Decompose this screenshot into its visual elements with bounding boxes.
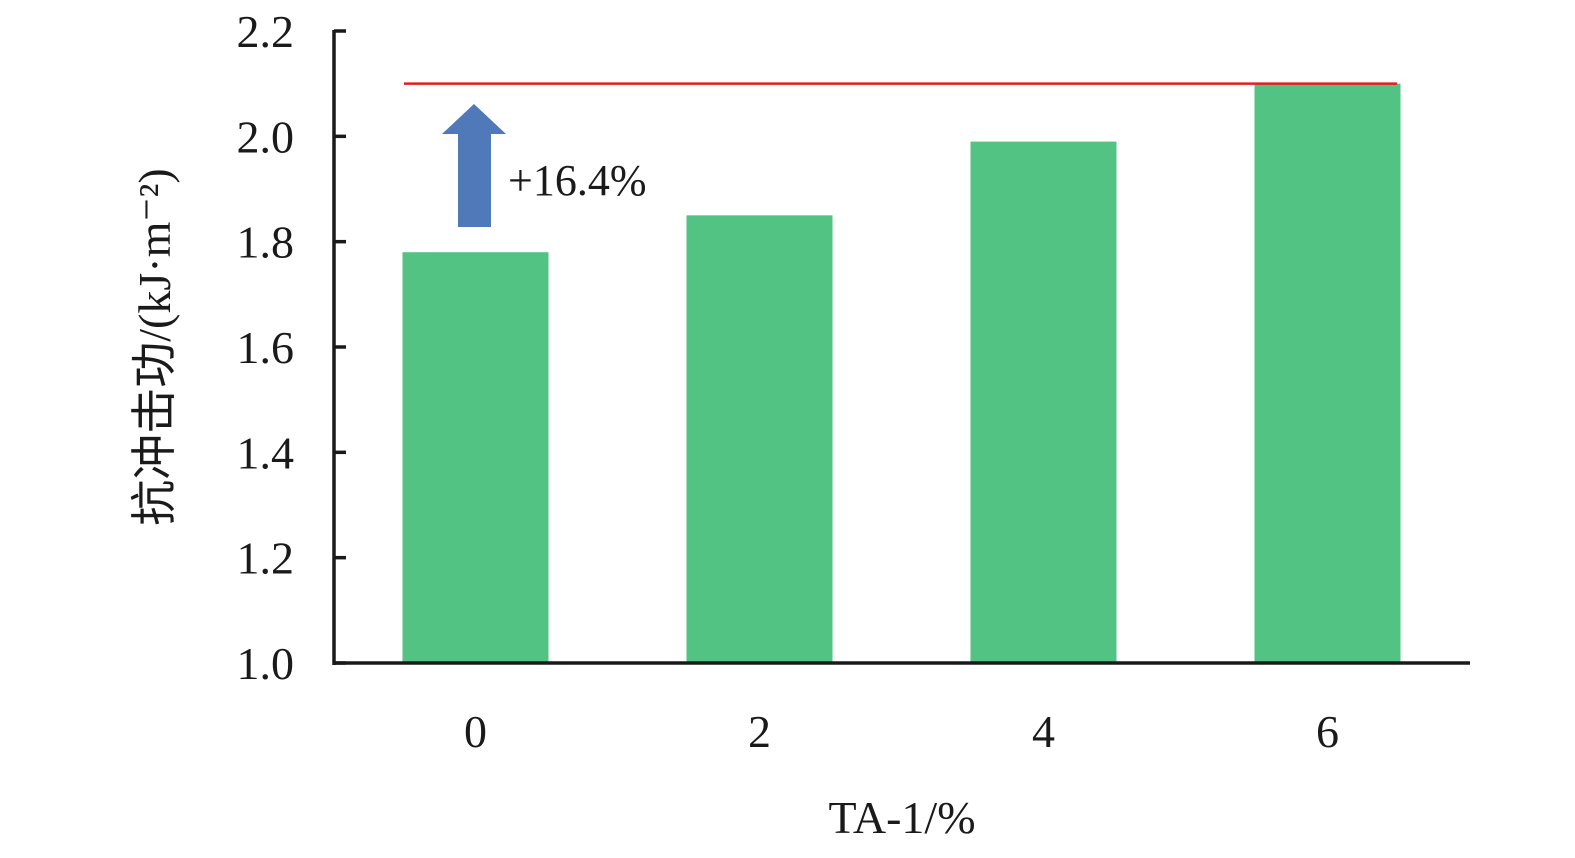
y-tick-label: 2.0 [237, 111, 295, 162]
x-axis-ticks: 0 2 4 6 [464, 651, 1339, 757]
bar [970, 141, 1117, 664]
x-axis-title: TA-1/% [828, 792, 975, 843]
y-tick-label: 1.6 [237, 322, 295, 373]
increase-annotation: +16.4% [508, 156, 646, 205]
x-tick-label: 6 [1316, 706, 1339, 757]
y-tick-label: 1.4 [237, 427, 295, 478]
bar [402, 252, 549, 663]
y-tick-label: 1.0 [237, 638, 295, 689]
y-axis-title: 抗冲击功/(kJ·m⁻²) [129, 168, 180, 526]
x-tick-label: 2 [748, 706, 771, 757]
bars [402, 83, 1401, 664]
bar [686, 215, 833, 664]
y-tick-label: 1.8 [237, 217, 295, 268]
bar [1254, 83, 1401, 663]
up-arrow-icon [442, 104, 506, 227]
x-tick-label: 4 [1032, 706, 1055, 757]
y-axis-ticks: 1.0 1.2 1.4 1.6 1.8 2.0 2.2 [237, 6, 346, 689]
y-tick-label: 1.2 [237, 533, 295, 584]
y-tick-label: 2.2 [237, 6, 295, 57]
x-tick-label: 0 [464, 706, 487, 757]
